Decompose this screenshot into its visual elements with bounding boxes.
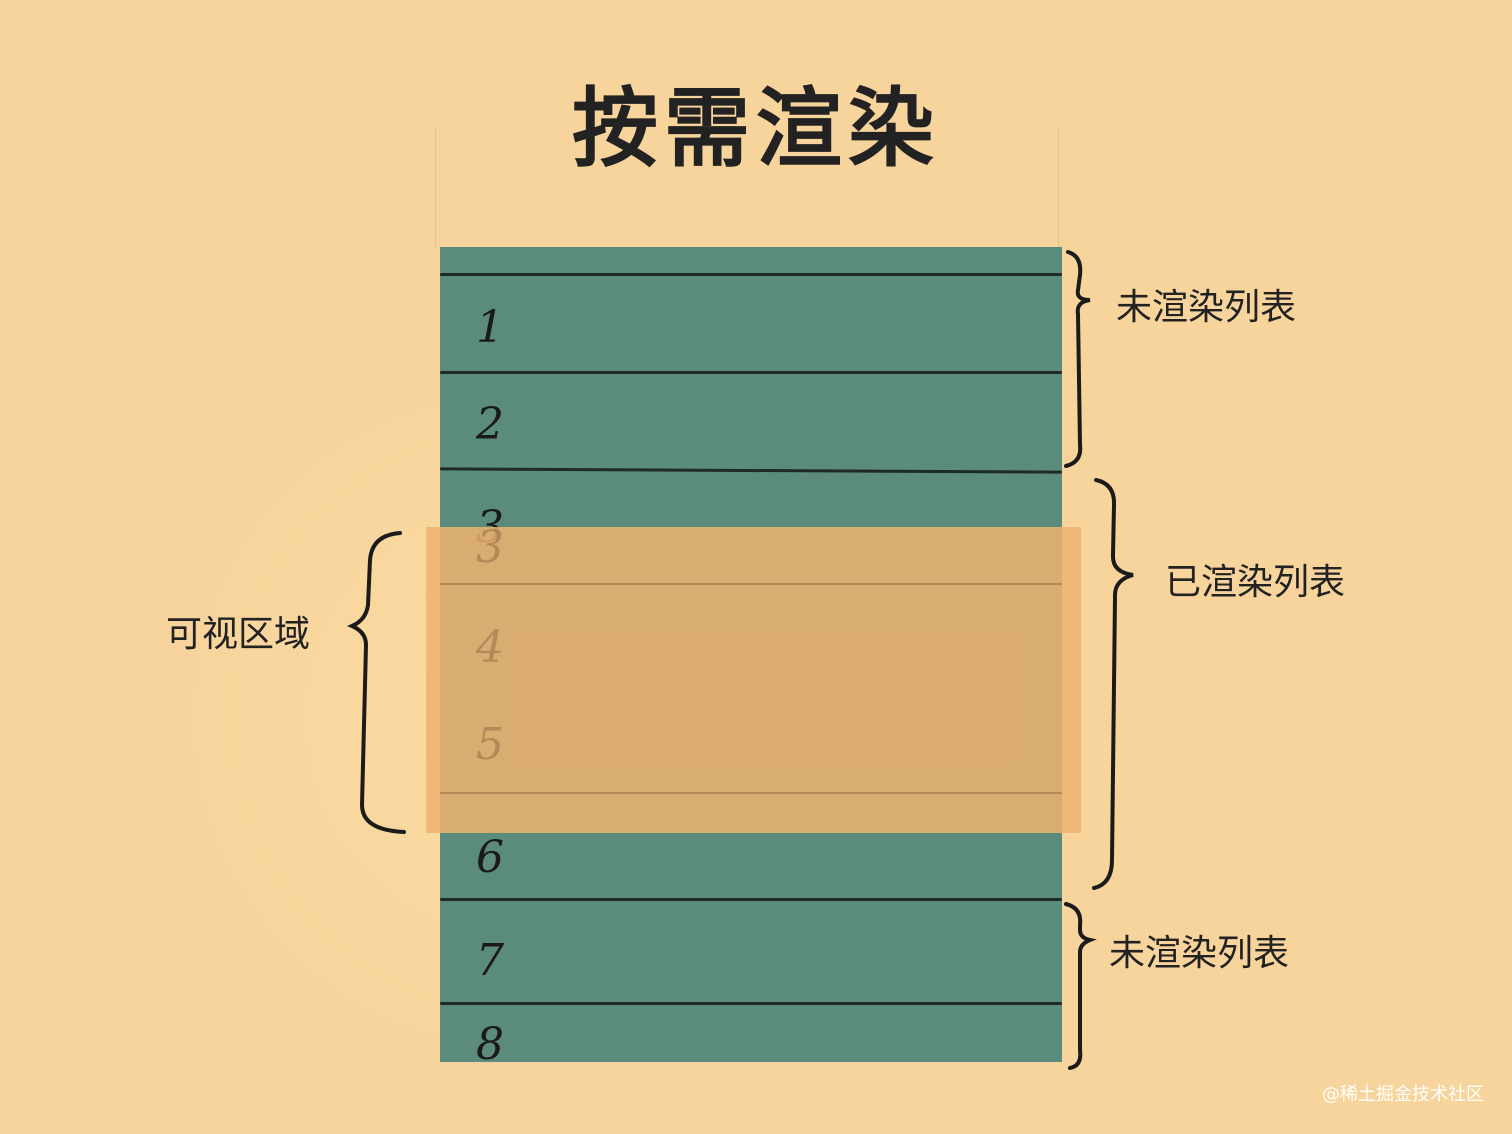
row-divider bbox=[440, 583, 1062, 585]
row-divider bbox=[440, 371, 1062, 374]
list-item-number: 8 bbox=[476, 1019, 504, 1070]
list-item-number: 7 bbox=[476, 935, 504, 986]
diagram-title: 按需渲染 bbox=[572, 79, 940, 179]
brace-unrendered-top bbox=[1064, 250, 1091, 468]
list-item-number: 3 bbox=[476, 522, 504, 573]
list-item-number: 4 bbox=[476, 622, 504, 673]
list-item-number: 1 bbox=[476, 302, 504, 353]
list-item-number: 5 bbox=[476, 719, 504, 770]
label-unrendered-bottom: 未渲染列表 bbox=[1109, 933, 1290, 974]
label-viewport: 可视区域 bbox=[166, 614, 311, 655]
row-divider bbox=[440, 792, 1062, 794]
row-divider bbox=[440, 1002, 1062, 1005]
list-item-number: 2 bbox=[476, 399, 504, 450]
label-unrendered-top: 未渲染列表 bbox=[1116, 287, 1297, 328]
brace-rendered bbox=[1092, 478, 1134, 890]
viewport-overlay: 3 4 5 bbox=[426, 522, 1081, 833]
row-divider bbox=[440, 273, 1062, 276]
label-rendered: 已渲染列表 bbox=[1165, 562, 1346, 603]
brace-unrendered-bottom bbox=[1064, 902, 1097, 1070]
list-item-number: 6 bbox=[476, 832, 504, 883]
guide-line-left bbox=[435, 128, 436, 248]
row-divider bbox=[439, 467, 1063, 474]
guide-line-right bbox=[1058, 128, 1059, 248]
watermark: @稀土掘金技术社区 bbox=[1322, 1084, 1484, 1105]
row-divider bbox=[440, 898, 1062, 901]
